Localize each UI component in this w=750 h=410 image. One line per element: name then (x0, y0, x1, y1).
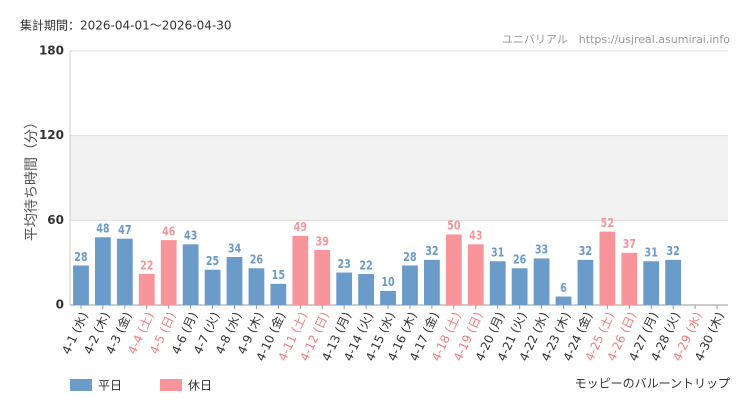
bar (424, 259, 440, 305)
grid-band (70, 135, 728, 221)
bar (489, 261, 506, 305)
data-label: 43 (469, 229, 482, 243)
data-label: 26 (250, 253, 263, 267)
data-label: 39 (316, 234, 329, 248)
y-axis-label: 平均待ち時間（分） (24, 115, 40, 241)
bar (555, 296, 572, 305)
y-tick-label: 120 (39, 128, 64, 142)
bar (643, 261, 660, 305)
legend-swatch (70, 379, 92, 391)
y-tick-label: 180 (39, 44, 64, 58)
period: 集計期間：2026-04-01〜2026-04-30 (20, 18, 231, 33)
data-label: 22 (359, 258, 372, 272)
bar (226, 257, 243, 305)
data-label: 28 (74, 250, 87, 264)
bar (182, 244, 199, 305)
attraction-name: モッピーのバルーントリップ (575, 377, 730, 391)
bar (160, 240, 177, 305)
data-label: 48 (96, 222, 109, 236)
bar (73, 265, 89, 305)
data-label: 52 (601, 216, 614, 230)
data-label: 32 (425, 244, 438, 258)
y-tick-label: 0 (56, 298, 64, 312)
source: ユニバリアル https://usjreal.asumirai.info (502, 33, 730, 46)
data-label: 50 (447, 219, 461, 233)
bar (204, 269, 221, 305)
data-label: 31 (645, 246, 658, 260)
legend-label: 平日 (98, 379, 122, 393)
data-label: 25 (206, 254, 219, 268)
data-label: 15 (272, 268, 285, 282)
bar (467, 244, 484, 305)
data-label: 32 (666, 244, 679, 258)
data-label: 33 (535, 243, 548, 257)
bar (402, 265, 418, 305)
data-label: 47 (118, 223, 131, 237)
data-label: 6 (560, 281, 567, 295)
bar (292, 235, 309, 305)
data-label: 32 (579, 244, 592, 258)
bar (270, 283, 287, 305)
bar (358, 273, 374, 305)
legend-swatch (160, 379, 182, 391)
data-label: 31 (491, 246, 504, 260)
data-label: 43 (184, 229, 197, 243)
data-label: 37 (623, 237, 636, 251)
data-label: 22 (140, 258, 153, 272)
bar (116, 238, 133, 305)
data-label: 49 (294, 220, 307, 234)
bar (95, 237, 111, 305)
bar (511, 268, 528, 305)
data-label: 46 (162, 224, 175, 238)
bar (380, 290, 396, 305)
bar (577, 259, 594, 305)
bar (248, 268, 265, 305)
data-label: 28 (403, 250, 416, 264)
y-tick-label: 60 (47, 213, 64, 227)
legend-label: 休日 (188, 379, 212, 393)
bar (533, 258, 550, 305)
bar (665, 259, 682, 305)
data-label: 23 (337, 257, 350, 271)
bar (599, 231, 616, 305)
data-label: 26 (513, 253, 526, 267)
bar (621, 252, 638, 305)
data-label: 10 (381, 275, 395, 289)
data-label: 34 (228, 241, 242, 255)
bar (138, 273, 155, 305)
bar (445, 234, 462, 305)
bar (314, 249, 331, 305)
bar (336, 272, 353, 305)
